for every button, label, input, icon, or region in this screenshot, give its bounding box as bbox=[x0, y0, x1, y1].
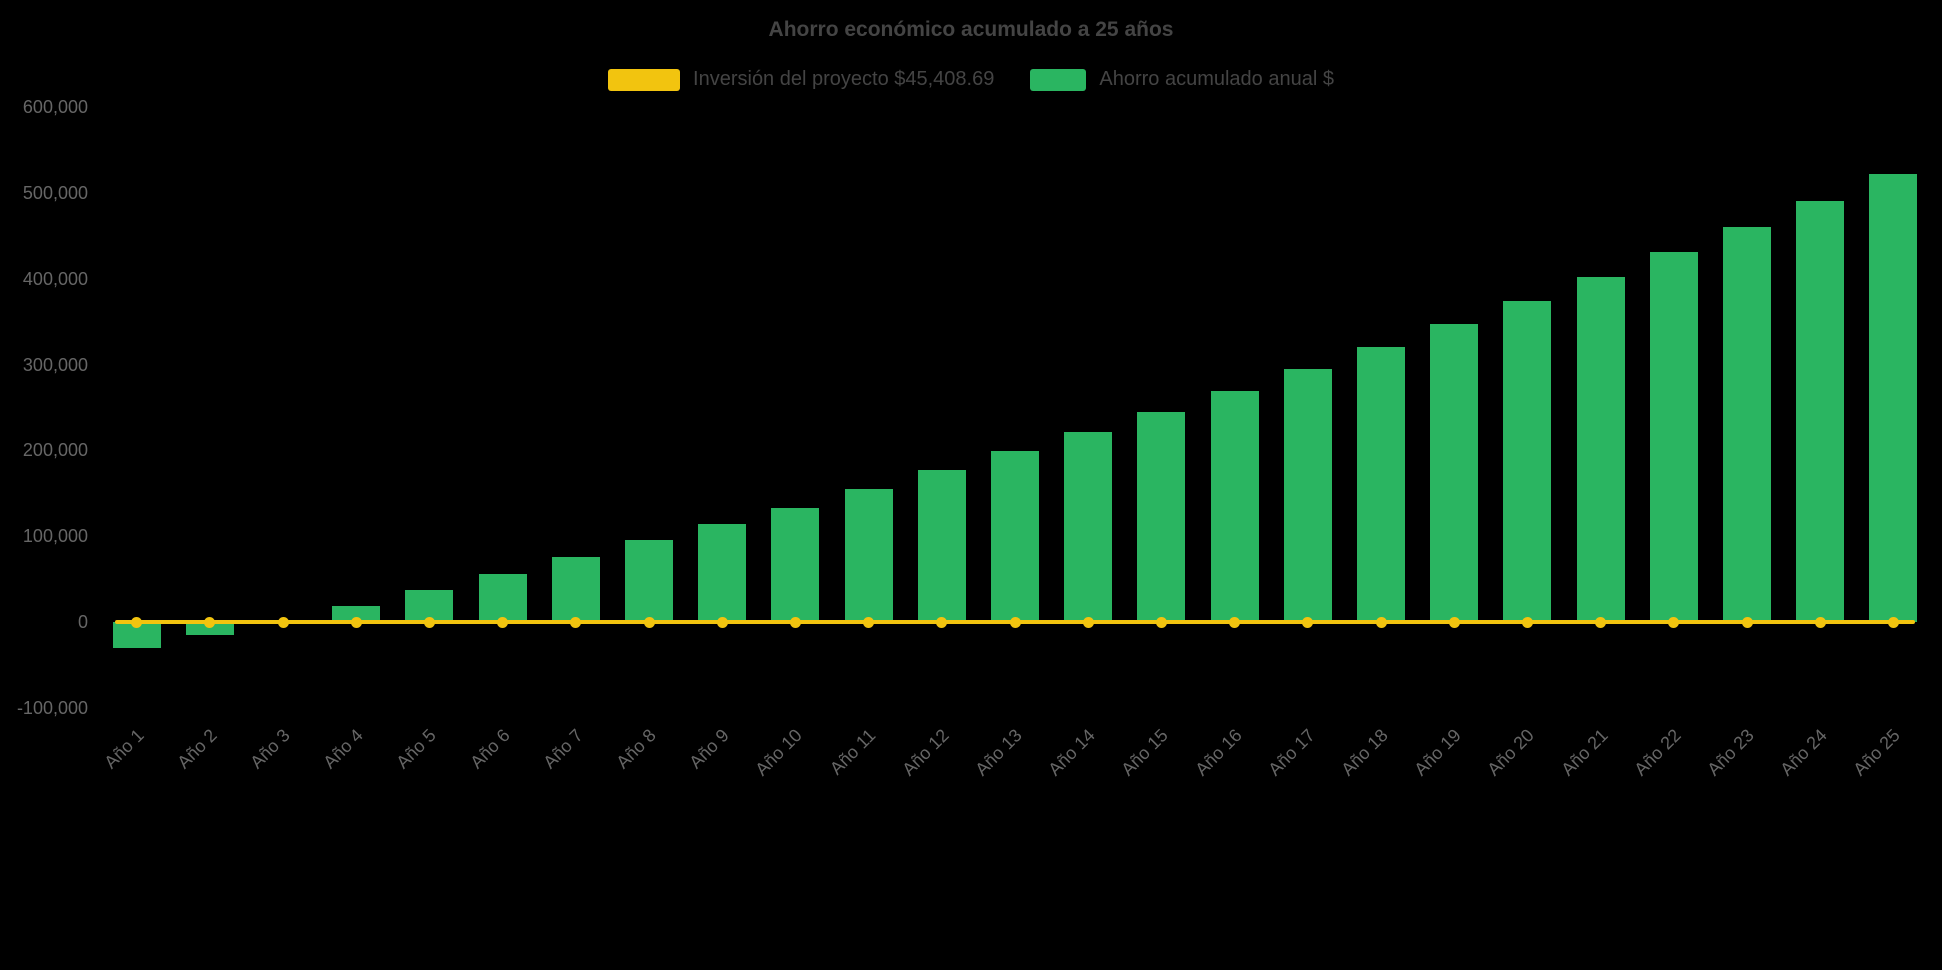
bar-año-23 bbox=[1723, 226, 1771, 623]
investment-line-marker bbox=[1668, 616, 1680, 628]
y-tick-label: -100,000 bbox=[16, 698, 88, 718]
x-tick-label: Año 24 bbox=[1776, 725, 1831, 780]
x-tick-label: Año 8 bbox=[612, 725, 660, 773]
chart-title: Ahorro económico acumulado a 25 años bbox=[768, 18, 1174, 41]
bar-año-25 bbox=[1869, 174, 1918, 623]
bar-año-16 bbox=[1210, 390, 1259, 623]
x-tick-label: Año 1 bbox=[99, 725, 148, 773]
bar-año-21 bbox=[1576, 276, 1625, 623]
bar-año-9 bbox=[698, 524, 747, 623]
bar-año-10 bbox=[771, 507, 820, 623]
y-tick-label: 300,000 bbox=[22, 354, 88, 375]
investment-line-marker bbox=[277, 616, 289, 628]
investment-line-marker bbox=[1448, 616, 1460, 628]
x-tick-label: Año 5 bbox=[392, 725, 441, 773]
investment-line-marker bbox=[789, 616, 801, 628]
bar-año-24 bbox=[1796, 201, 1845, 623]
x-tick-label: Año 19 bbox=[1410, 725, 1465, 780]
legend-item-investment[interactable]: Inversión del proyecto $45,408.69 bbox=[608, 68, 994, 91]
investment-line-marker bbox=[643, 616, 655, 628]
investment-line-marker bbox=[423, 616, 435, 628]
bar-año-15 bbox=[1137, 411, 1186, 623]
x-tick-label: Año 22 bbox=[1630, 725, 1685, 780]
bar-año-20 bbox=[1503, 300, 1552, 623]
bar-año-2 bbox=[185, 622, 234, 635]
x-tick-label: Año 10 bbox=[751, 725, 807, 780]
investment-line-marker bbox=[1741, 616, 1753, 628]
investment-line-marker bbox=[131, 616, 143, 628]
legend-label-investment: Inversión del proyecto $45,408.69 bbox=[693, 68, 995, 90]
investment-line-marker bbox=[1814, 616, 1826, 628]
bar-año-13 bbox=[991, 450, 1039, 623]
investment-line-marker bbox=[1521, 616, 1533, 628]
x-tick-label: Año 25 bbox=[1849, 725, 1905, 780]
x-tick-label: Año 14 bbox=[1044, 725, 1099, 780]
legend-swatch-savings-icon bbox=[1030, 68, 1087, 91]
bar-año-11 bbox=[844, 489, 893, 623]
investment-line-marker bbox=[1229, 616, 1241, 628]
x-tick-label: Año 13 bbox=[971, 725, 1026, 780]
legend-label-savings: Ahorro acumulado anual $ bbox=[1099, 68, 1334, 90]
x-tick-label: Año 9 bbox=[685, 725, 733, 773]
x-tick-label: Año 11 bbox=[825, 725, 880, 779]
investment-line-marker bbox=[350, 616, 362, 628]
investment-line-marker bbox=[1302, 616, 1314, 628]
x-tick-label: Año 4 bbox=[319, 725, 367, 773]
bar-año-6 bbox=[478, 574, 527, 623]
x-tick-label: Año 7 bbox=[539, 725, 587, 773]
investment-line-marker bbox=[497, 616, 509, 628]
investment-line-marker bbox=[1009, 616, 1021, 628]
investment-line-marker bbox=[1375, 616, 1387, 628]
y-tick-label: 600,000 bbox=[22, 97, 88, 117]
investment-line-marker bbox=[863, 616, 875, 628]
x-tick-label: Año 23 bbox=[1703, 725, 1758, 780]
x-tick-label: Año 6 bbox=[465, 725, 514, 773]
y-tick-label: 100,000 bbox=[22, 526, 88, 547]
y-tick-label: 400,000 bbox=[22, 268, 88, 289]
legend-swatch-investment-icon bbox=[608, 68, 681, 91]
x-tick-label: Año 17 bbox=[1264, 725, 1319, 780]
investment-line-marker bbox=[716, 616, 728, 628]
investment-line-marker bbox=[1082, 616, 1094, 628]
x-tick-label: Año 2 bbox=[173, 725, 221, 773]
bar-año-4 bbox=[332, 605, 381, 623]
x-tick-label: Año 21 bbox=[1556, 725, 1612, 780]
x-tick-label: Año 16 bbox=[1190, 725, 1246, 780]
bar-año-22 bbox=[1649, 252, 1698, 623]
legend-item-savings[interactable]: Ahorro acumulado anual $ bbox=[1030, 68, 1334, 91]
bar-año-18 bbox=[1357, 346, 1405, 623]
investment-line-marker bbox=[204, 616, 216, 628]
y-tick-label: 500,000 bbox=[22, 182, 88, 203]
investment-line-marker bbox=[1595, 616, 1607, 628]
bar-año-7 bbox=[551, 557, 600, 623]
investment-line-marker bbox=[570, 616, 582, 628]
x-tick-label: Año 15 bbox=[1117, 725, 1173, 780]
plot-area bbox=[100, 107, 1930, 708]
investment-line-marker bbox=[1887, 616, 1899, 628]
y-tick-label: 200,000 bbox=[22, 440, 88, 461]
bar-año-8 bbox=[625, 540, 673, 623]
x-tick-label: Año 18 bbox=[1337, 725, 1392, 780]
legend: Inversión del proyecto $45,408.69 Ahorro… bbox=[0, 68, 1942, 91]
investment-line-marker bbox=[936, 616, 948, 628]
x-tick-label: Año 12 bbox=[898, 725, 953, 780]
y-tick-label: 0 bbox=[77, 612, 88, 633]
x-tick-label: Año 20 bbox=[1483, 725, 1539, 780]
bar-año-12 bbox=[917, 470, 966, 623]
bar-año-14 bbox=[1064, 431, 1113, 623]
bar-año-19 bbox=[1430, 324, 1479, 623]
bar-año-17 bbox=[1283, 369, 1332, 623]
investment-line-marker bbox=[1155, 616, 1167, 628]
x-tick-label: Año 3 bbox=[246, 725, 294, 773]
